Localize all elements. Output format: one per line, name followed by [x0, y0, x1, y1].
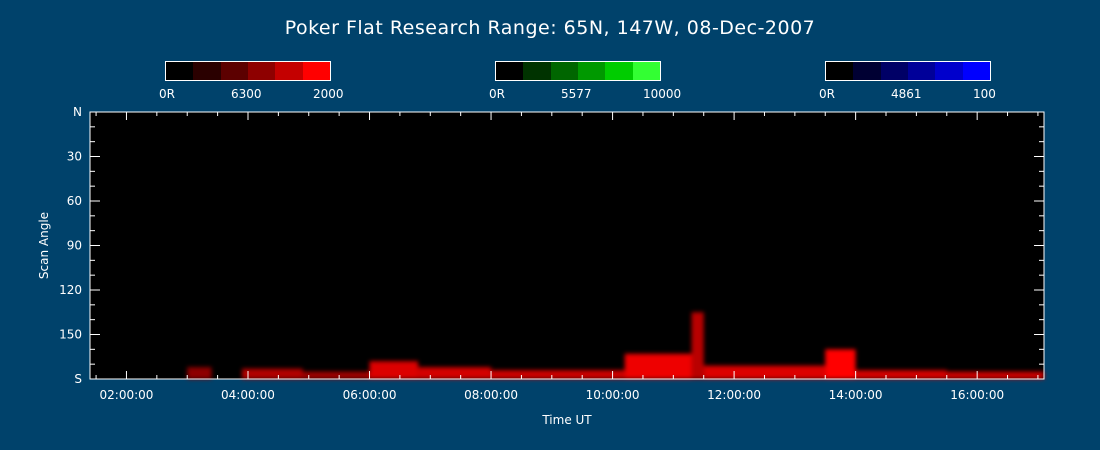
y-tick-label: 120 [59, 283, 82, 297]
emission-segment [624, 353, 692, 379]
x-tick-label: 14:00:00 [829, 388, 883, 402]
y-axis-ticks: N 30 60 90 120 150 S [59, 105, 1044, 386]
x-axis-ticks: 02:00:00 04:00:00 06:00:00 08:00:00 10:00:00… [95, 112, 1039, 402]
colorbar-blue-step-4 [935, 62, 963, 80]
emission-segment [418, 367, 492, 379]
colorbar-red-step-5 [302, 62, 330, 80]
emission-segment [825, 349, 856, 379]
y-tick-label: N [73, 105, 82, 119]
colorbar-green-step-5 [632, 62, 660, 80]
colorbar-blue-min-label: 0R [819, 87, 835, 101]
x-axis-label: Time UT [541, 413, 592, 427]
x-tick-label: 04:00:00 [221, 388, 275, 402]
colorbar-red-max-label: 2000 [313, 87, 344, 101]
colorbar-blue-step-5 [962, 62, 990, 80]
colorbar-blue-max-label: 100 [973, 87, 996, 101]
emission-segment [241, 368, 303, 379]
y-tick-label: 60 [67, 194, 82, 208]
colorbar-green-step-4 [605, 62, 633, 80]
chart-title: Poker Flat Research Range: 65N, 147W, 08… [284, 17, 816, 39]
x-tick-label: 06:00:00 [343, 388, 397, 402]
x-tick-label: 16:00:00 [950, 388, 1004, 402]
colorbar-blue-step-0 [826, 62, 854, 80]
colorbar-red-strip [165, 61, 331, 81]
emission-segment [855, 370, 947, 379]
colorbar-red-wavelength-label: 6300 [231, 87, 262, 101]
plot-area [90, 112, 1044, 379]
y-tick-label: 30 [67, 150, 82, 164]
colorbar-green-max-label: 10000 [643, 87, 682, 101]
colorbar-green-step-2 [550, 62, 578, 80]
colorbar-green-min-label: 0R [489, 87, 505, 101]
colorbar-red-step-1 [193, 62, 221, 80]
y-tick-label: S [74, 372, 82, 386]
colorbar-red-step-2 [220, 62, 248, 80]
colorbar-blue-wavelength-label: 4861 [891, 87, 922, 101]
colorbar-green-5577: 0R 5577 10000 [489, 61, 681, 101]
colorbar-green-step-0 [496, 62, 524, 80]
x-tick-label: 02:00:00 [100, 388, 154, 402]
colorbar-red-6300: 0R 6300 2000 [159, 61, 344, 101]
x-tick-label: 10:00:00 [586, 388, 640, 402]
x-tick-label: 08:00:00 [464, 388, 518, 402]
colorbar-blue-step-2 [880, 62, 908, 80]
y-tick-label: 150 [59, 328, 82, 342]
emission-segment [369, 361, 419, 379]
colorbar-green-wavelength-label: 5577 [561, 87, 592, 101]
emission-segment [946, 371, 1044, 379]
emission-segment [491, 370, 625, 379]
colorbar-green-step-1 [523, 62, 551, 80]
colorbar-red-step-3 [247, 62, 276, 80]
y-tick-label: 90 [67, 239, 82, 253]
colorbar-blue-strip [825, 61, 991, 81]
colorbar-blue-4861: 0R 4861 100 [819, 61, 996, 101]
colorbar-red-step-0 [166, 62, 194, 80]
emission-segment [302, 371, 370, 379]
colorbar-red-step-4 [275, 62, 303, 80]
colorbar-green-strip [495, 61, 661, 81]
colorbar-green-step-3 [577, 62, 606, 80]
emission-segment [691, 312, 704, 379]
colorbar-blue-step-3 [907, 62, 936, 80]
colorbar-blue-step-1 [853, 62, 881, 80]
y-axis-label: Scan Angle [37, 212, 51, 279]
emission-segment [187, 367, 212, 379]
x-tick-label: 12:00:00 [707, 388, 761, 402]
colorbar-red-min-label: 0R [159, 87, 175, 101]
